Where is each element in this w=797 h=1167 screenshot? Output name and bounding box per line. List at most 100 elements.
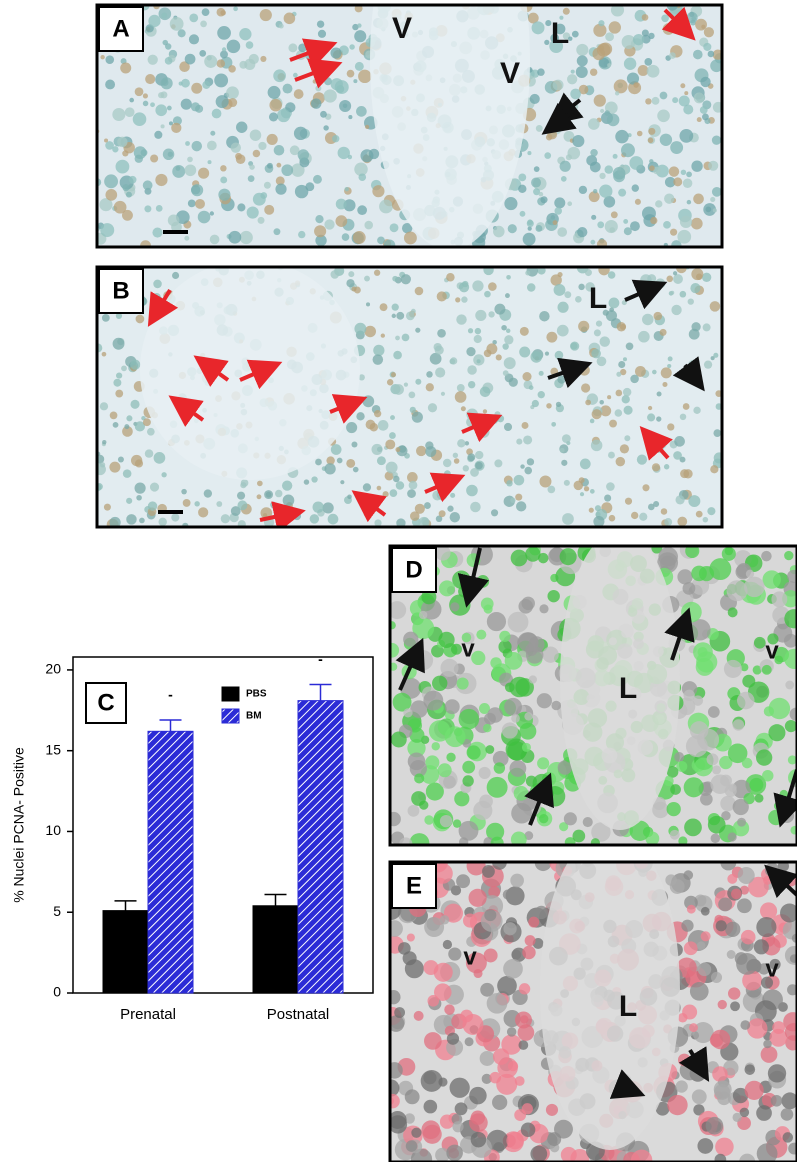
tissue: [551, 700, 562, 711]
tissue: [364, 275, 370, 282]
tissue: [149, 482, 160, 492]
lumen: [370, 5, 530, 247]
tissue: [719, 755, 733, 770]
tissue: [726, 950, 736, 959]
tissue: [310, 98, 322, 109]
tissue: [391, 313, 396, 319]
tissue: [274, 489, 283, 498]
tissue: [122, 184, 130, 192]
annotation: L: [619, 672, 637, 705]
tissue: [467, 380, 476, 389]
tissue: [191, 140, 203, 152]
tissue: [616, 371, 622, 377]
tissue: [252, 149, 261, 158]
tissue: [273, 228, 281, 236]
tissue: [539, 311, 550, 322]
tissue: [492, 862, 507, 870]
tissue: [475, 309, 487, 322]
tissue: [651, 463, 661, 472]
tissue: [650, 216, 658, 225]
tissue: [666, 766, 679, 778]
tissue: [788, 1142, 797, 1155]
tissue: [120, 62, 132, 74]
tissue: [364, 220, 373, 230]
tissue: [614, 91, 620, 96]
tissue: [181, 78, 190, 88]
tissue: [266, 133, 278, 146]
x-tick-label: Prenatal: [120, 1006, 176, 1023]
tissue: [621, 395, 630, 404]
tissue: [519, 346, 531, 358]
tissue: [383, 239, 396, 247]
tissue: [668, 166, 680, 177]
tissue: [424, 502, 431, 509]
tissue: [554, 207, 562, 215]
tissue: [578, 185, 588, 195]
tissue: [476, 575, 490, 588]
tissue: [422, 1124, 442, 1144]
tissue: [559, 548, 577, 566]
tissue: [134, 482, 146, 494]
tissue: [603, 195, 616, 208]
tissue: [679, 215, 693, 229]
tissue: [518, 599, 533, 614]
tissue: [489, 1071, 502, 1084]
tissue: [537, 68, 545, 76]
arrow: [609, 1069, 646, 1099]
tissue: [625, 342, 634, 351]
tissue: [695, 657, 714, 676]
tissue: [446, 272, 455, 282]
tissue: [575, 66, 588, 78]
tissue: [101, 351, 107, 357]
tissue: [557, 375, 566, 384]
tissue: [689, 981, 709, 1001]
tissue: [298, 230, 306, 239]
tissue: [528, 916, 540, 928]
annotation: L: [551, 17, 569, 50]
tissue: [453, 458, 460, 464]
tissue: [700, 931, 711, 942]
tissue: [539, 814, 549, 824]
tissue: [599, 184, 613, 198]
tissue: [493, 762, 506, 774]
tissue: [608, 514, 616, 522]
tissue: [557, 227, 568, 237]
tissue: [466, 484, 478, 497]
tissue: [503, 357, 516, 370]
tissue: [126, 415, 133, 422]
tissue: [692, 695, 704, 706]
tissue: [523, 435, 533, 445]
tissue: [452, 1121, 464, 1133]
tissue: [390, 642, 400, 658]
tissue: [679, 456, 686, 463]
tissue: [207, 160, 212, 165]
tissue: [506, 1027, 517, 1037]
tissue: [695, 18, 707, 31]
tissue: [551, 421, 557, 427]
tissue: [686, 11, 698, 24]
tissue: [323, 125, 329, 131]
tissue: [461, 632, 472, 643]
tissue: [678, 836, 688, 845]
tissue: [622, 387, 632, 397]
tissue: [591, 822, 611, 842]
tissue: [547, 1132, 562, 1147]
tissue: [608, 451, 615, 459]
tissue: [147, 501, 158, 511]
tissue: [706, 753, 719, 766]
arrow: [639, 426, 673, 461]
tissue: [514, 1109, 527, 1122]
tissue: [599, 399, 604, 405]
tissue: [282, 494, 295, 507]
tissue: [204, 54, 218, 68]
tissue: [303, 479, 310, 485]
tissue: [525, 546, 541, 562]
panel-frame: [388, 544, 797, 847]
tissue: [577, 227, 588, 238]
plot-frame: [72, 656, 374, 994]
tissue: [369, 422, 379, 432]
tissue: [651, 96, 660, 105]
tissue: [220, 10, 226, 16]
tissue: [518, 184, 527, 194]
tissue: [148, 14, 161, 28]
